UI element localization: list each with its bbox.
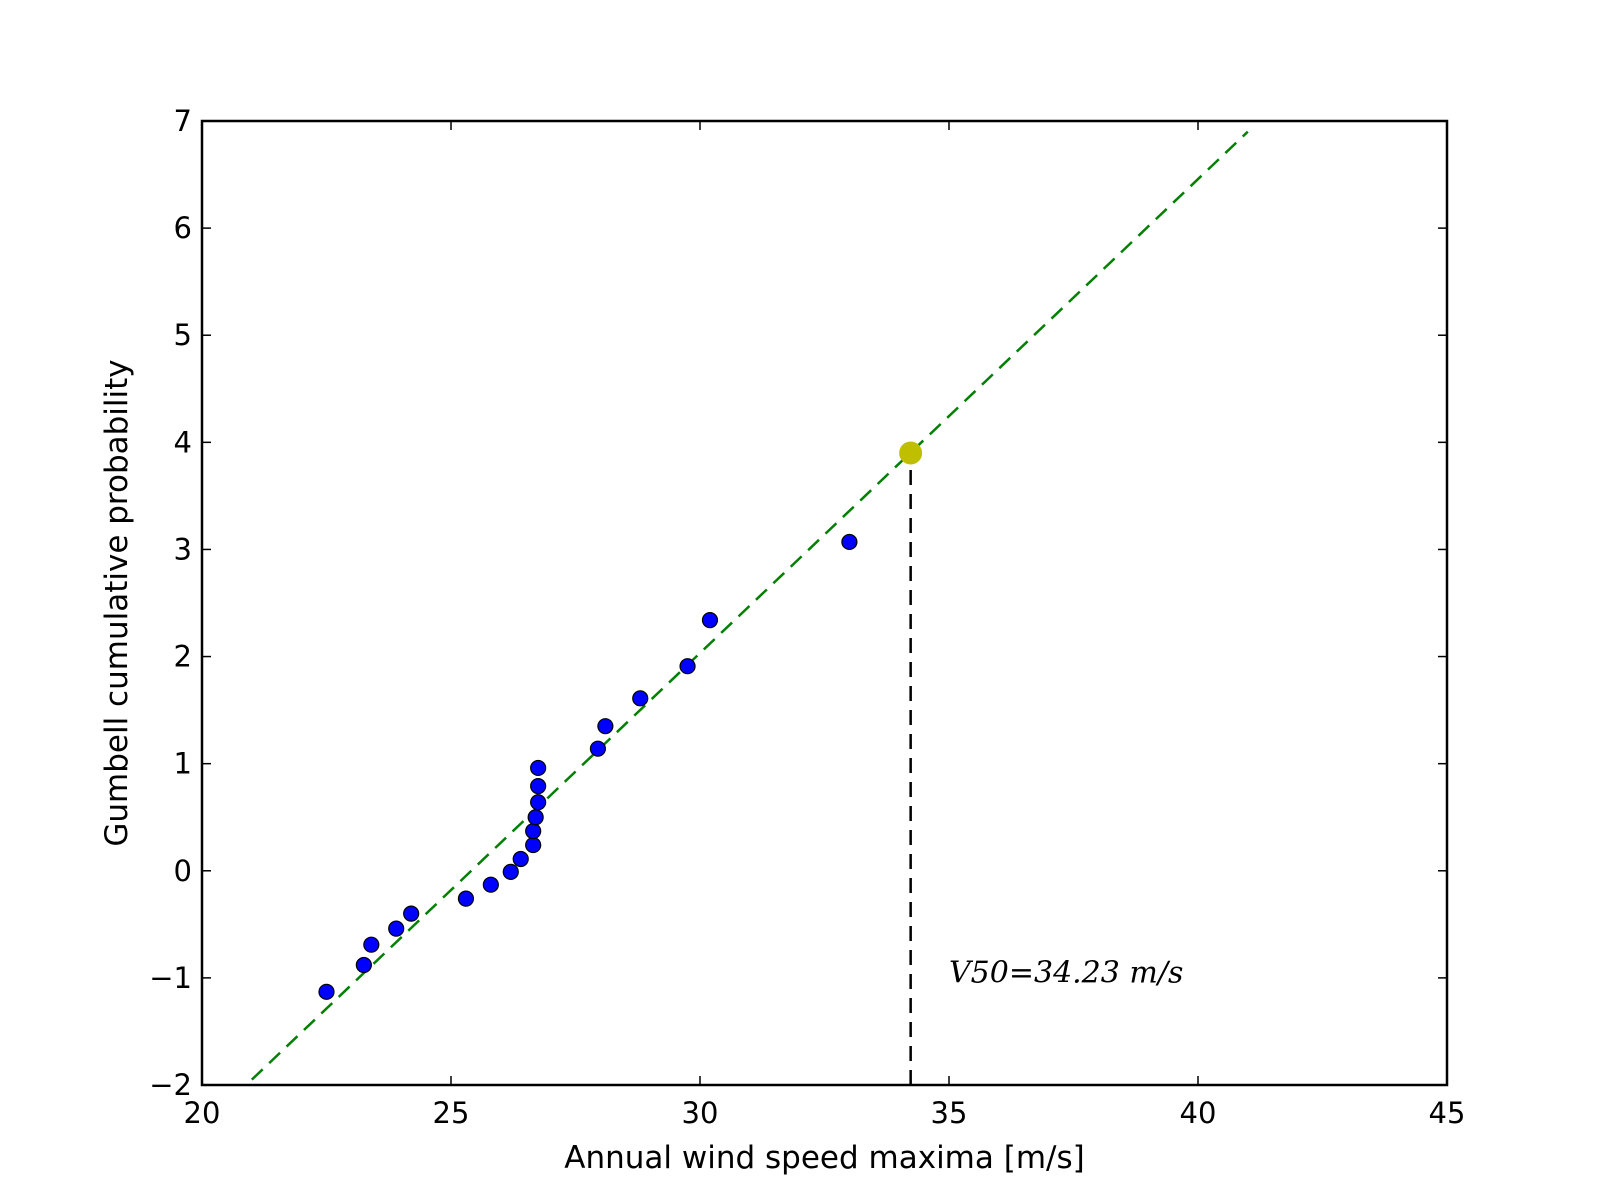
- y-tick-label: 2: [174, 640, 192, 674]
- v50-marker: [899, 441, 923, 465]
- x-tick-label: 40: [1180, 1096, 1217, 1130]
- x-tick-label: 30: [682, 1096, 719, 1130]
- plot-layer: V50=34.23 m/s: [250, 130, 1249, 1085]
- x-tick-label: 45: [1429, 1096, 1466, 1130]
- y-tick-label: 1: [174, 747, 192, 781]
- data-point: [525, 823, 542, 840]
- x-tick-label: 25: [433, 1096, 470, 1130]
- data-point: [679, 658, 696, 675]
- data-point: [841, 533, 858, 551]
- data-point: [512, 850, 529, 868]
- data-point: [589, 740, 607, 757]
- x-axis-title: Annual wind speed maxima [m/s]: [564, 1140, 1084, 1176]
- plot-content: [250, 130, 1249, 1085]
- data-point: [318, 983, 335, 1000]
- y-tick-label: 4: [174, 425, 192, 459]
- data-point: [388, 920, 405, 937]
- data-point: [355, 956, 372, 974]
- fit-line: [250, 130, 1249, 1081]
- y-tick-label: 5: [174, 318, 192, 352]
- y-axis-title: Gumbell cumulative probability: [99, 359, 135, 846]
- data-point: [530, 759, 547, 777]
- x-tick-label: 20: [184, 1096, 221, 1130]
- data-point: [457, 890, 475, 907]
- data-point: [403, 905, 420, 922]
- data-point: [363, 936, 380, 953]
- y-tick-label: 6: [174, 211, 192, 245]
- plot-frame: [200, 119, 1449, 1087]
- data-point: [525, 836, 542, 854]
- x-tick-label: 35: [931, 1096, 968, 1130]
- data-point: [632, 690, 649, 707]
- data-point: [530, 778, 547, 795]
- y-tick-label: −1: [149, 961, 192, 995]
- y-tick-label: −2: [149, 1068, 192, 1102]
- data-point: [527, 809, 544, 826]
- v50-annotation: V50=34.23 m/s: [949, 956, 1183, 991]
- data-point: [597, 718, 614, 735]
- data-point: [530, 794, 547, 811]
- y-tick-label: 0: [174, 854, 192, 888]
- data-point: [482, 876, 499, 893]
- y-tick-label: 7: [174, 104, 192, 138]
- y-tick-label: 3: [174, 532, 192, 566]
- data-point: [502, 863, 519, 880]
- data-point: [701, 612, 719, 629]
